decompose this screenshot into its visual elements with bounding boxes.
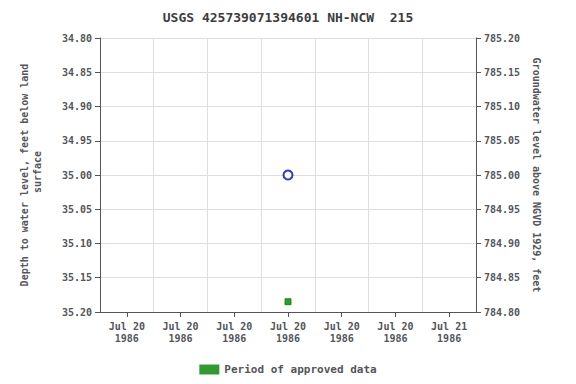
svg-text:surface: surface — [32, 151, 43, 199]
svg-text:1986: 1986 — [383, 333, 407, 344]
svg-text:Jul 20: Jul 20 — [377, 321, 413, 332]
svg-text:34.90: 34.90 — [62, 101, 92, 112]
svg-text:785.15: 785.15 — [484, 67, 520, 78]
svg-text:34.95: 34.95 — [62, 135, 92, 146]
svg-text:785.20: 785.20 — [484, 33, 520, 44]
svg-text:USGS 425739071394601 NH-NCW 2: USGS 425739071394601 NH-NCW 215 — [163, 10, 413, 25]
svg-text:1986: 1986 — [437, 333, 461, 344]
svg-text:1986: 1986 — [330, 333, 354, 344]
svg-text:785.10: 785.10 — [484, 101, 520, 112]
svg-text:Period of approved data: Period of approved data — [224, 363, 376, 376]
svg-text:35.15: 35.15 — [62, 272, 92, 283]
svg-text:784.85: 784.85 — [484, 272, 520, 283]
svg-text:Jul 20: Jul 20 — [163, 321, 199, 332]
svg-text:Groundwater level above NGVD 1: Groundwater level above NGVD 1929, feet — [531, 58, 542, 293]
svg-text:34.80: 34.80 — [62, 33, 92, 44]
svg-text:35.10: 35.10 — [62, 238, 92, 249]
svg-text:35.20: 35.20 — [62, 307, 92, 318]
svg-text:1986: 1986 — [222, 333, 246, 344]
svg-text:Jul 20: Jul 20 — [324, 321, 360, 332]
svg-text:1986: 1986 — [276, 333, 300, 344]
svg-text:784.90: 784.90 — [484, 238, 520, 249]
svg-text:784.80: 784.80 — [484, 307, 520, 318]
svg-text:785.00: 785.00 — [484, 170, 520, 181]
svg-text:35.05: 35.05 — [62, 204, 92, 215]
svg-text:785.05: 785.05 — [484, 135, 520, 146]
svg-text:Jul 21: Jul 21 — [431, 321, 467, 332]
svg-text:35.00: 35.00 — [62, 170, 92, 181]
svg-text:784.95: 784.95 — [484, 204, 520, 215]
svg-text:1986: 1986 — [169, 333, 193, 344]
svg-text:Jul 20: Jul 20 — [216, 321, 252, 332]
svg-text:Jul 20: Jul 20 — [109, 321, 145, 332]
svg-text:1986: 1986 — [115, 333, 139, 344]
svg-text:Jul 20: Jul 20 — [270, 321, 306, 332]
svg-text:Depth to water level, feet bel: Depth to water level, feet below land — [19, 64, 30, 287]
svg-text:34.85: 34.85 — [62, 67, 92, 78]
